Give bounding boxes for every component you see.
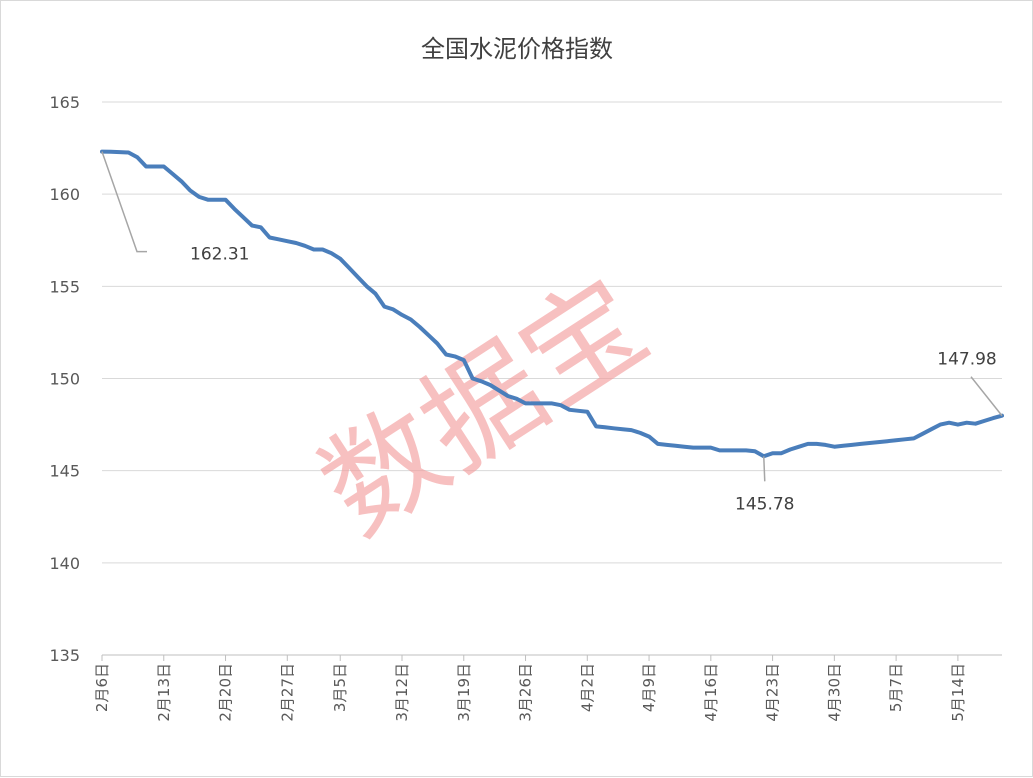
y-tick-label-140: 140 xyxy=(49,554,80,573)
series-layer xyxy=(100,149,1004,459)
x-tick-label: 2月6日 xyxy=(93,663,111,712)
y-tick-label-160: 160 xyxy=(49,185,80,204)
y-tick-label-135: 135 xyxy=(49,646,80,665)
annotation-leader xyxy=(970,376,1003,417)
annotation-leader xyxy=(101,151,147,253)
series-line xyxy=(100,149,1004,459)
annotation-leader xyxy=(763,456,766,482)
y-tick-label-165: 165 xyxy=(49,93,80,112)
x-tick-label: 5月7日 xyxy=(887,663,905,712)
x-tick-label: 4月30日 xyxy=(825,663,843,722)
x-tick-label: 5月14日 xyxy=(949,663,967,722)
x-tick-label: 3月26日 xyxy=(517,663,535,722)
gridlines xyxy=(102,101,1002,656)
watermark: 数据宝 xyxy=(298,252,670,561)
chart-title: 全国水泥价格指数 xyxy=(421,35,613,63)
watermark-text: 数据宝 xyxy=(298,252,670,561)
x-tick-label: 4月2日 xyxy=(578,663,596,712)
x-tick-label: 4月16日 xyxy=(702,663,720,722)
annotation-label: 162.31 xyxy=(190,245,249,265)
x-tick-label: 3月5日 xyxy=(331,663,349,712)
x-tick-label: 4月23日 xyxy=(764,663,782,722)
y-tick-label-145: 145 xyxy=(49,462,80,481)
x-tick-label: 2月20日 xyxy=(217,663,235,722)
x-tick-label: 3月19日 xyxy=(455,663,473,722)
x-tick-label: 3月12日 xyxy=(393,663,411,722)
annotations: 162.31 145.78 147.98 xyxy=(101,151,1003,514)
annotation-label: 147.98 xyxy=(937,350,996,370)
y-tick-label-150: 150 xyxy=(49,370,80,389)
x-tick-label: 2月27日 xyxy=(278,663,296,722)
x-tick-label: 4月9日 xyxy=(640,663,658,712)
x-tick-label: 2月13日 xyxy=(155,663,173,722)
annotation-label: 145.78 xyxy=(735,494,794,514)
axes: 135 140 145 150 155 160 165 2月6日 2月13日 2月20日 2月27日… xyxy=(49,93,1002,722)
y-tick-label-155: 155 xyxy=(49,277,80,296)
